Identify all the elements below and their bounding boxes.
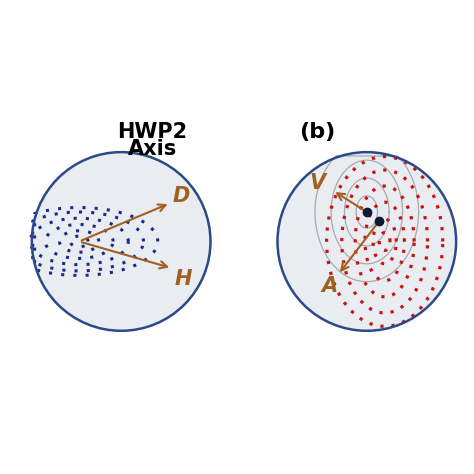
Circle shape [277,152,456,331]
Text: D: D [173,186,191,206]
Text: V: V [310,173,326,193]
Circle shape [32,152,210,331]
Text: Axis: Axis [128,139,177,159]
Text: HWP2: HWP2 [118,122,188,143]
Text: A: A [321,276,337,296]
Text: (b): (b) [300,122,336,142]
Text: H: H [175,269,192,289]
